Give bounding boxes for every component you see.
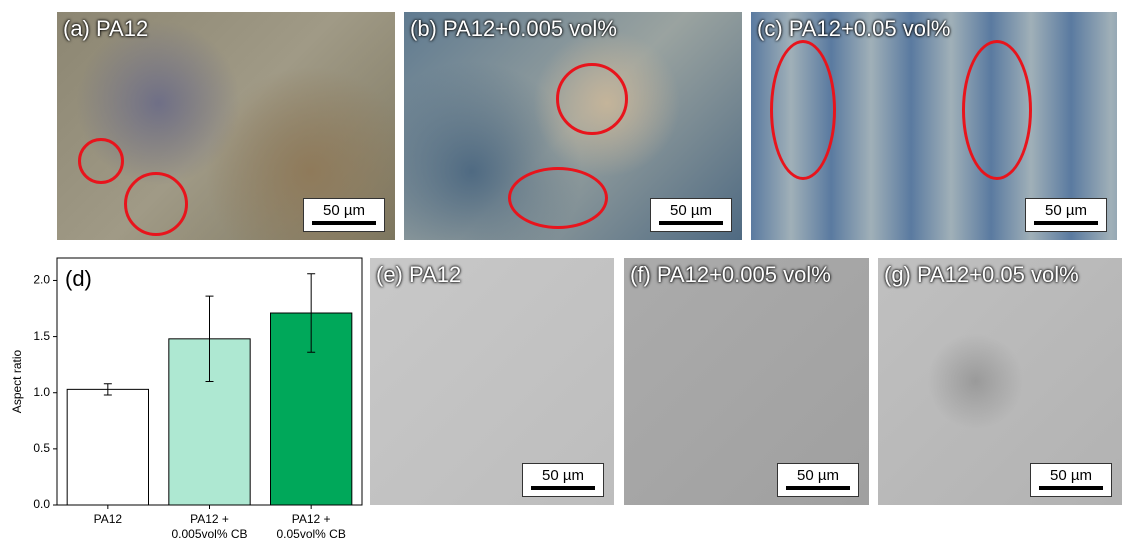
- scale-bar-line: [659, 221, 723, 225]
- scale-bar-text: 50 µm: [651, 202, 731, 219]
- micrograph: (g) PA12+0.05 vol% 50 µm: [878, 258, 1122, 505]
- scale-bar: 50 µm: [777, 463, 859, 497]
- x-tick-label: PA12: [53, 512, 163, 527]
- scale-bar-text: 50 µm: [778, 467, 858, 484]
- scale-bar-text: 50 µm: [304, 202, 384, 219]
- y-tick-label: 0.0: [33, 497, 50, 511]
- highlight-ellipse: [962, 40, 1032, 180]
- bar: [67, 389, 148, 505]
- panel-label: (e) PA12: [376, 262, 461, 288]
- panel-label: (a) PA12: [63, 16, 148, 42]
- y-tick-label: 1.5: [33, 329, 50, 343]
- micrograph: (a) PA12 50 µm: [57, 12, 395, 240]
- panel-label: (f) PA12+0.005 vol%: [630, 262, 831, 288]
- x-tick-label: PA12 + 0.005vol% CB: [155, 512, 265, 542]
- scale-bar-line: [1039, 486, 1103, 490]
- scale-bar-line: [1034, 221, 1098, 225]
- highlight-ellipse: [770, 40, 836, 180]
- y-tick-label: 2.0: [33, 273, 50, 287]
- micrograph: (f) PA12+0.005 vol% 50 µm: [624, 258, 869, 505]
- highlight-ellipse: [78, 138, 124, 184]
- scale-bar-line: [531, 486, 595, 490]
- y-tick-label: 0.5: [33, 441, 50, 455]
- figure: 0.0 0.5 1.0 1.5 2.0 Aspect ratio (d) (a) PA12 5…: [0, 0, 1122, 544]
- scale-bar-text: 50 µm: [1031, 467, 1111, 484]
- y-axis-label: Aspect ratio: [10, 349, 24, 413]
- x-tick-label: PA12 + 0.05vol% CB: [256, 512, 366, 542]
- y-tick-label: 1.0: [33, 385, 50, 399]
- scale-bar-line: [312, 221, 376, 225]
- chart-panel-label: (d): [65, 266, 92, 291]
- panel-label: (c) PA12+0.05 vol%: [757, 16, 950, 42]
- scale-bar-line: [786, 486, 850, 490]
- panel-label: (b) PA12+0.005 vol%: [410, 16, 617, 42]
- micrograph: (e) PA12 50 µm: [370, 258, 614, 505]
- panel-label: (g) PA12+0.05 vol%: [884, 262, 1079, 288]
- scale-bar: 50 µm: [650, 198, 732, 232]
- scale-bar: 50 µm: [303, 198, 385, 232]
- scale-bar: 50 µm: [1025, 198, 1107, 232]
- highlight-ellipse: [556, 63, 628, 135]
- scale-bar: 50 µm: [522, 463, 604, 497]
- highlight-ellipse: [124, 172, 188, 236]
- scale-bar-text: 50 µm: [523, 467, 603, 484]
- scale-bar-text: 50 µm: [1026, 202, 1106, 219]
- highlight-ellipse: [508, 167, 608, 229]
- scale-bar: 50 µm: [1030, 463, 1112, 497]
